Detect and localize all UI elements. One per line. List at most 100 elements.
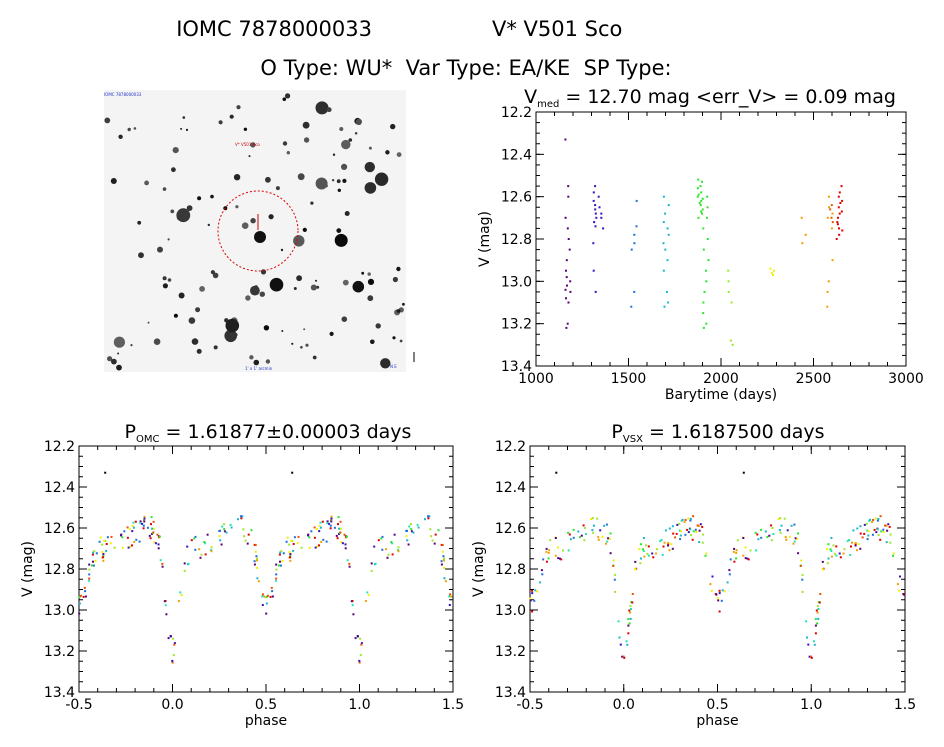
data-point <box>863 523 866 526</box>
data-point <box>433 542 436 545</box>
data-point <box>159 559 162 562</box>
data-point <box>771 527 774 529</box>
data-point <box>701 525 704 528</box>
data-point <box>831 259 834 262</box>
data-point <box>297 535 300 538</box>
data-point <box>692 515 695 518</box>
finder-star <box>263 325 270 331</box>
data-point <box>627 632 630 635</box>
data-point <box>871 533 874 536</box>
data-point <box>210 550 213 553</box>
data-point <box>892 552 895 555</box>
y-tick-label: 12.6 <box>44 521 75 537</box>
data-point <box>225 531 228 534</box>
data-point <box>702 312 705 315</box>
data-point <box>339 520 342 523</box>
data-point <box>631 593 634 595</box>
finder-star <box>170 209 175 214</box>
data-point <box>699 185 702 188</box>
data-point <box>828 206 830 209</box>
data-point <box>721 589 724 592</box>
data-point <box>88 568 91 571</box>
data-point <box>120 533 123 536</box>
data-point <box>567 185 570 188</box>
finder-star <box>293 287 297 290</box>
data-point <box>662 195 665 198</box>
data-point <box>358 661 361 664</box>
finder-star <box>375 323 381 329</box>
data-point <box>340 527 342 530</box>
data-point <box>885 541 888 544</box>
data-point <box>827 195 830 198</box>
data-point <box>733 547 736 550</box>
data-point <box>339 531 342 534</box>
data-point <box>106 536 109 539</box>
finder-star <box>305 343 309 347</box>
data-point <box>887 523 890 526</box>
data-point <box>768 534 771 537</box>
data-point <box>545 547 548 550</box>
data-point <box>852 529 855 532</box>
data-point <box>240 515 242 518</box>
finder-star <box>339 127 344 131</box>
data-point <box>773 269 775 272</box>
data-point <box>807 643 810 646</box>
finder-star <box>344 211 350 216</box>
data-point <box>194 548 197 551</box>
data-point <box>597 538 600 541</box>
data-point <box>84 595 87 598</box>
finder-star <box>341 139 351 150</box>
data-point <box>727 269 730 272</box>
data-point <box>671 525 674 528</box>
data-point <box>132 521 135 524</box>
data-point <box>592 191 595 194</box>
data-point <box>328 522 331 525</box>
data-point <box>441 550 444 553</box>
data-point <box>785 538 788 541</box>
data-point <box>187 562 190 565</box>
data-point <box>700 210 703 213</box>
data-point <box>290 539 293 542</box>
data-point <box>668 549 671 552</box>
data-point <box>698 529 701 532</box>
data-point <box>605 542 607 545</box>
data-point <box>223 523 225 526</box>
data-point <box>210 549 213 551</box>
data-point <box>597 195 600 198</box>
data-point <box>169 635 172 637</box>
data-point <box>253 560 256 563</box>
data-point <box>642 550 645 552</box>
data-point <box>783 517 786 520</box>
data-point <box>386 556 389 559</box>
data-point <box>747 558 750 561</box>
data-point <box>152 520 155 523</box>
finder-star <box>396 309 401 313</box>
data-point <box>566 322 569 325</box>
data-point <box>255 555 258 558</box>
data-point <box>128 528 131 531</box>
finder-star <box>225 318 240 333</box>
data-point <box>210 546 213 549</box>
data-point <box>121 546 124 549</box>
data-point <box>320 540 323 543</box>
data-point <box>448 595 451 598</box>
data-point <box>880 530 883 533</box>
data-point <box>158 535 161 538</box>
data-point <box>764 530 767 533</box>
target-star <box>254 231 266 243</box>
data-point <box>596 517 599 520</box>
data-point <box>840 185 843 188</box>
data-point <box>412 531 415 534</box>
data-point <box>801 242 804 245</box>
data-point <box>652 556 655 559</box>
data-point <box>814 618 817 621</box>
finder-star <box>162 276 167 281</box>
data-point <box>410 530 413 533</box>
data-point <box>869 518 872 521</box>
data-point <box>250 529 253 532</box>
title-rest: = 1.6187500 days <box>643 421 825 443</box>
finder-star <box>171 167 176 173</box>
data-point <box>718 589 721 592</box>
data-point <box>667 301 670 304</box>
y-tick-label: 12.4 <box>495 480 526 496</box>
